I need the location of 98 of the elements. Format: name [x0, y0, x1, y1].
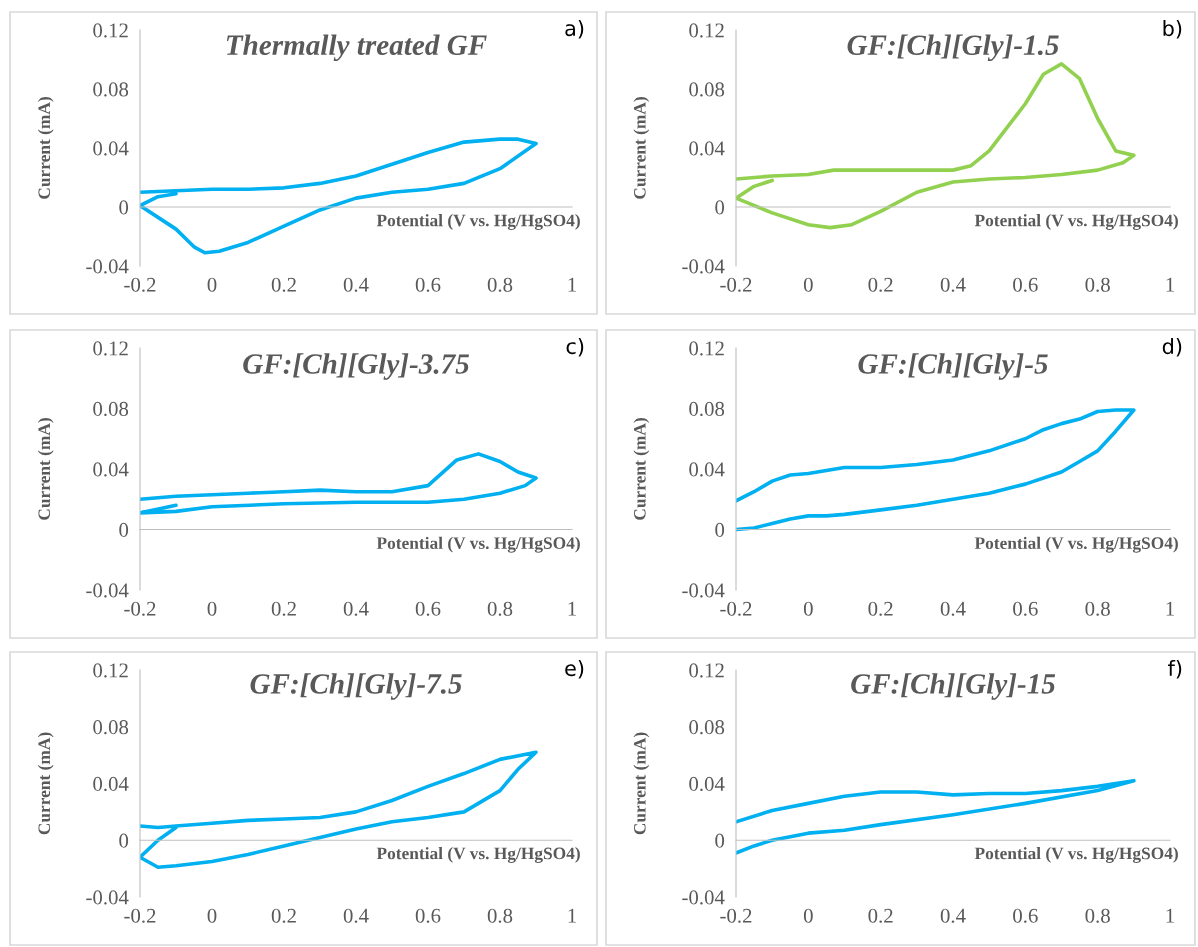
- chart-title: GF:[Ch][Gly]-7.5: [250, 673, 462, 700]
- annotation: b): [1163, 20, 1182, 39]
- y-tick-label: 0.04: [689, 141, 725, 156]
- x-tick-label: 0.2: [868, 601, 893, 616]
- x-tick-label: 1: [568, 908, 576, 923]
- x-tick-label: 0.8: [487, 601, 513, 616]
- y-tick-label: -0.04: [682, 583, 725, 598]
- chart-title: GF:[Ch][Gly]-15: [851, 673, 1056, 700]
- x-tick-label: -0.2: [124, 601, 156, 616]
- x-tick-label: 0.8: [487, 908, 513, 923]
- x-tick-label: 0.8: [1085, 601, 1110, 616]
- annotation: e): [565, 660, 584, 679]
- x-tick-label: 1: [568, 277, 576, 292]
- chart-title: Thermally treated GF: [226, 34, 487, 61]
- x-tick-label: 0: [803, 908, 813, 923]
- x-tick-label: 0.4: [940, 277, 966, 292]
- y-axis-title: Current (mA): [37, 418, 54, 520]
- y-tick-label: 0.12: [93, 23, 128, 38]
- x-tick-label: 0.4: [940, 601, 966, 616]
- annotation: c): [566, 338, 584, 357]
- x-tick-label: 1: [1166, 908, 1174, 923]
- y-tick-label: 0.12: [689, 341, 724, 356]
- y-tick-label: 0.04: [93, 776, 129, 792]
- y-axis-title: Current (mA): [37, 97, 54, 199]
- y-axis-title: Current (mA): [633, 97, 650, 199]
- y-tick-label: -0.04: [86, 259, 129, 274]
- y-tick-label: -0.04: [682, 259, 725, 274]
- y-tick-label: 0: [119, 833, 129, 848]
- y-axis-title: Current (mA): [633, 732, 650, 835]
- y-tick-label: -0.04: [86, 890, 129, 905]
- x-tick-label: -0.2: [124, 277, 156, 292]
- annotation: d): [1162, 338, 1182, 357]
- y-tick-label: -0.04: [86, 583, 129, 598]
- x-tick-label: -0.2: [720, 908, 752, 923]
- x-tick-label: -0.2: [720, 601, 752, 616]
- y-tick-label: 0.08: [689, 720, 725, 735]
- y-tick-label: -0.04: [682, 890, 725, 905]
- x-tick-label: 0.4: [940, 908, 966, 923]
- y-tick-label: 0: [119, 200, 129, 215]
- y-tick-label: 0.08: [93, 720, 129, 735]
- y-tick-label: 0.04: [93, 462, 129, 477]
- y-tick-label: 0.08: [93, 82, 129, 97]
- x-axis-title: Potential (V vs. Hg/HgSO4): [376, 847, 580, 863]
- x-tick-label: 0.8: [1085, 908, 1110, 923]
- x-tick-label: 0.8: [487, 277, 513, 292]
- x-tick-label: -0.2: [124, 908, 156, 923]
- chart-title: GF:[Ch][Gly]-3.75: [243, 353, 470, 380]
- x-tick-label: 0.4: [343, 277, 369, 292]
- x-tick-label: 0.6: [1013, 908, 1038, 923]
- x-tick-label: 0.2: [271, 277, 296, 292]
- x-tick-label: 0.6: [1013, 601, 1038, 616]
- x-tick-label: 1: [1166, 601, 1174, 616]
- x-tick-label: 0: [803, 601, 813, 616]
- x-tick-label: 0: [207, 277, 217, 292]
- line-series: [736, 408, 1136, 532]
- y-tick-label: 0.04: [689, 776, 725, 792]
- y-tick-label: 0.08: [689, 82, 725, 97]
- y-tick-label: 0.12: [689, 663, 724, 678]
- chart-title: GF:[Ch][Gly]-5: [858, 353, 1048, 380]
- y-tick-label: 0: [119, 522, 129, 537]
- x-tick-label: 0.8: [1085, 277, 1110, 292]
- x-tick-label: 0: [207, 601, 217, 616]
- y-tick-label: 0.12: [93, 663, 128, 678]
- annotation: a): [565, 20, 584, 39]
- y-axis-title: Current (mA): [37, 732, 54, 835]
- x-axis-title: Potential (V vs. Hg/HgSO4): [974, 847, 1178, 863]
- x-tick-label: 0.2: [868, 908, 893, 923]
- y-tick-label: 0: [715, 522, 725, 537]
- y-tick-label: 0.04: [93, 141, 129, 156]
- x-tick-label: 0.2: [271, 601, 296, 616]
- x-tick-label: 1: [1166, 277, 1174, 292]
- y-tick-label: 0.04: [689, 462, 725, 477]
- x-tick-label: 0.2: [868, 277, 893, 292]
- y-tick-label: 0: [715, 833, 725, 848]
- x-tick-label: 0.2: [271, 908, 296, 923]
- line-series: [140, 452, 538, 515]
- x-tick-label: 0.6: [415, 277, 441, 292]
- x-tick-label: 0.6: [415, 908, 441, 923]
- y-tick-label: 0.12: [93, 341, 128, 356]
- x-tick-label: 0.4: [343, 908, 369, 923]
- x-axis-title: Potential (V vs. Hg/HgSO4): [376, 214, 580, 230]
- x-axis-title: Potential (V vs. Hg/HgSO4): [974, 214, 1178, 230]
- y-tick-label: 0: [715, 200, 725, 215]
- x-tick-label: 1: [568, 601, 576, 616]
- x-axis-title: Potential (V vs. Hg/HgSO4): [974, 536, 1178, 553]
- x-tick-label: 0.4: [343, 601, 369, 616]
- y-axis-title: Current (mA): [633, 418, 650, 520]
- y-tick-label: 0.12: [689, 23, 724, 38]
- x-tick-label: -0.2: [720, 277, 752, 292]
- x-tick-label: 0: [207, 908, 217, 923]
- annotation: f): [1168, 660, 1182, 679]
- x-tick-label: 0.6: [1013, 277, 1038, 292]
- x-tick-label: 0.6: [415, 601, 441, 616]
- y-tick-label: 0.08: [93, 401, 129, 417]
- chart-title: GF:[Ch][Gly]-1.5: [847, 34, 1059, 61]
- y-tick-label: 0.08: [689, 401, 725, 417]
- x-tick-label: 0: [803, 277, 813, 292]
- x-axis-title: Potential (V vs. Hg/HgSO4): [376, 536, 580, 553]
